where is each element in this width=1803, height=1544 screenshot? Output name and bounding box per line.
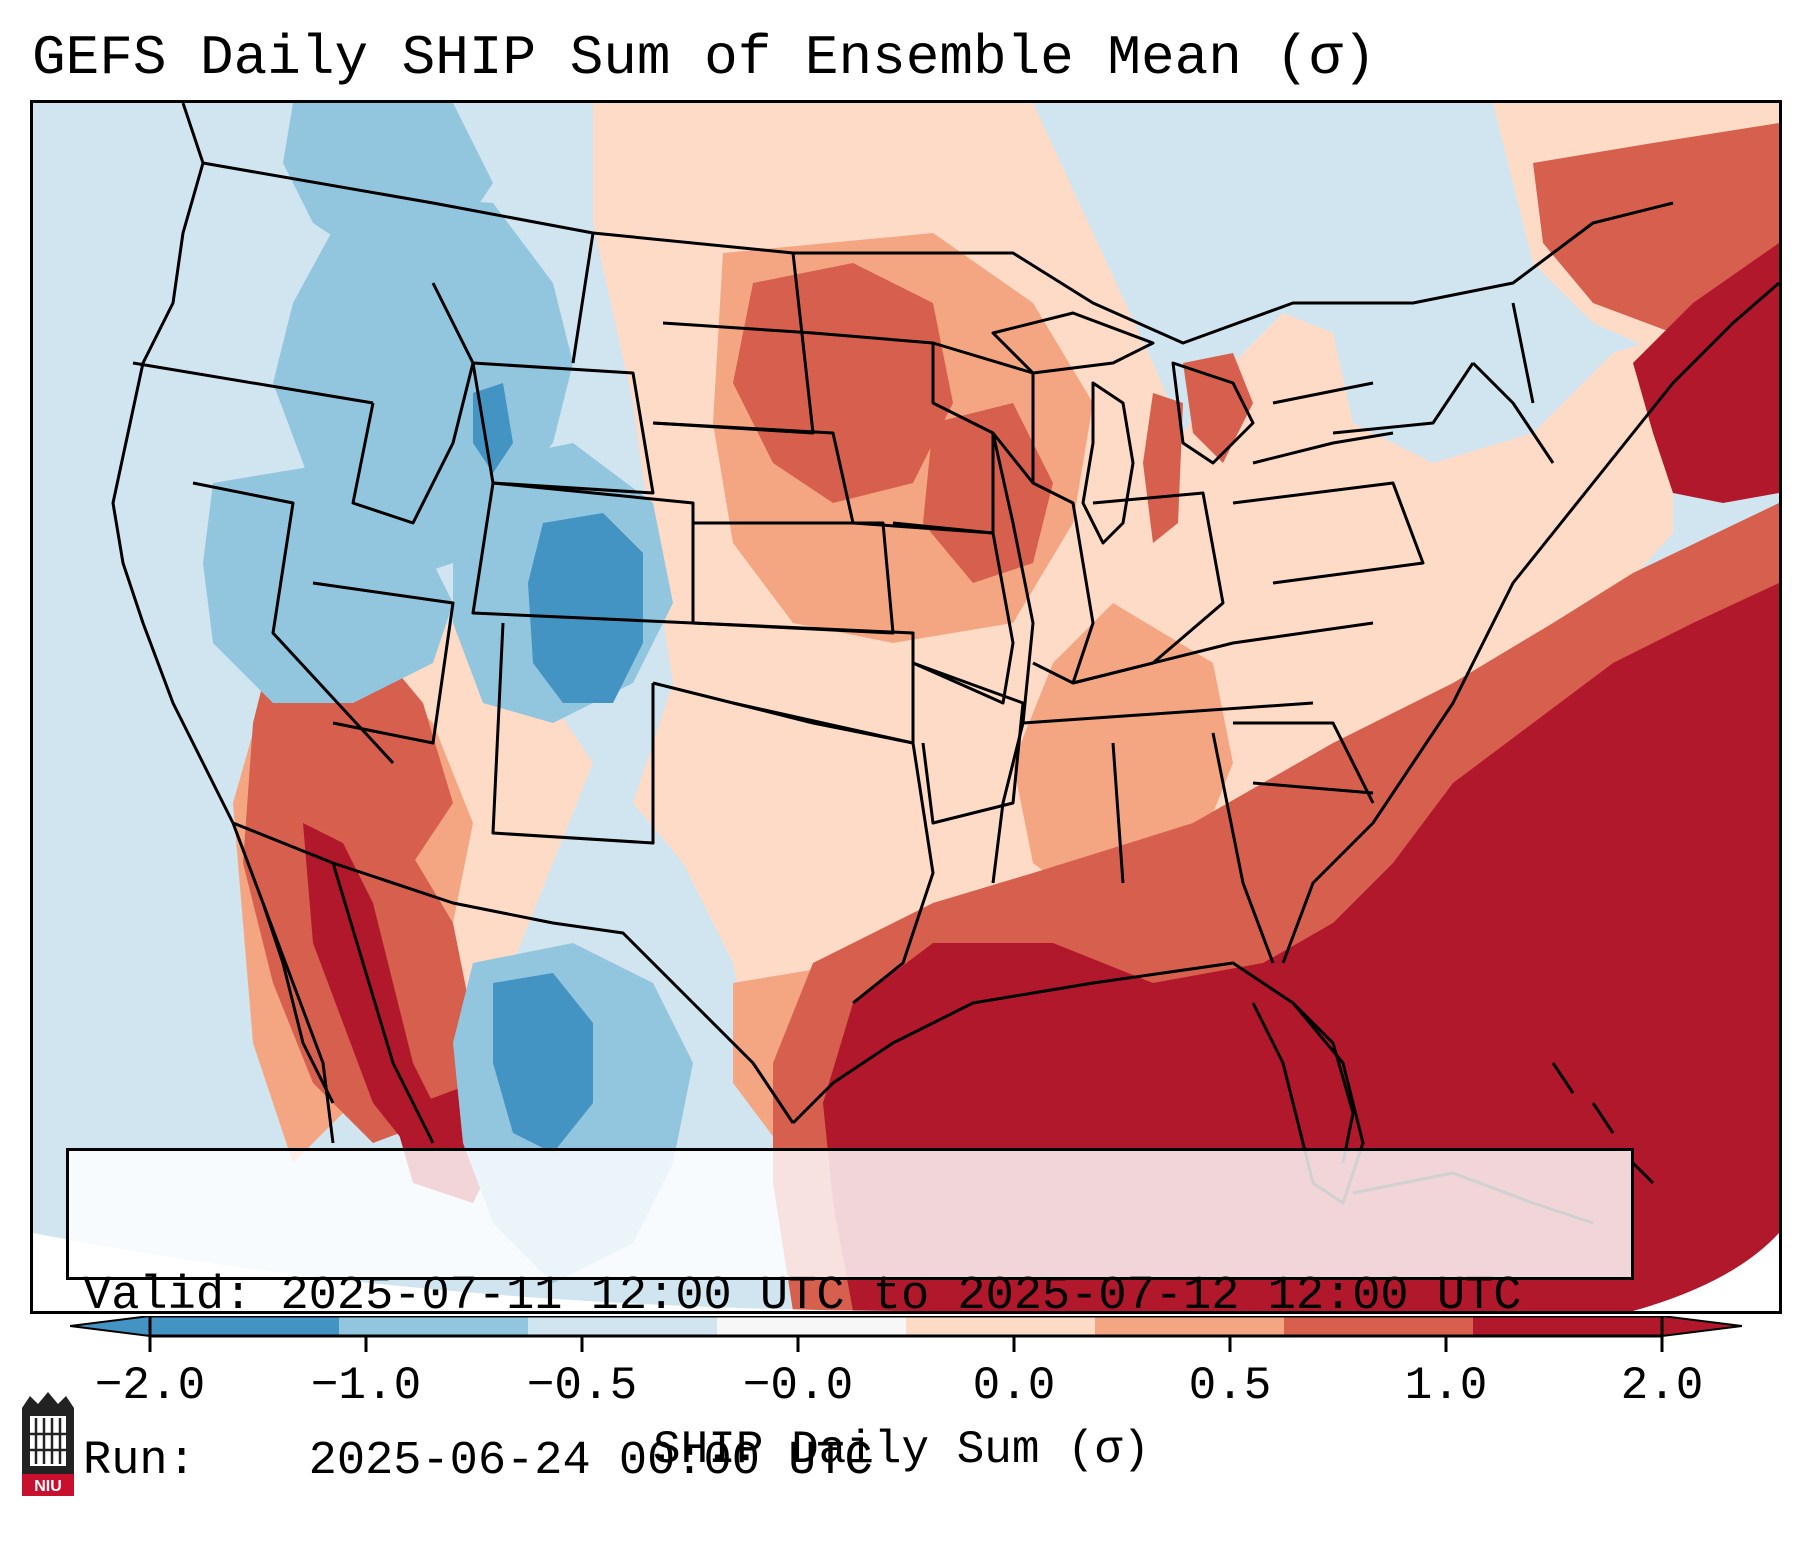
tennessee [1022, 701, 1314, 725]
map-canvas [33, 103, 1779, 1311]
field-extreme-positive-gulf-of-california [303, 823, 443, 1153]
colorbar-segment [1284, 1316, 1474, 1336]
mexico-border [232, 821, 795, 1124]
idaho-east [351, 282, 475, 525]
colorbar-segment [1473, 1316, 1663, 1336]
field-strong-positive-lake-michigan-west [1143, 393, 1183, 543]
projection-edge-east [1633, 1233, 1779, 1311]
colorbar-segments [150, 1316, 1663, 1336]
colorbar-tick-label: −1.0 [310, 1360, 422, 1412]
valid-line: Valid: 2025-07-11 12:00 UTC to 2025-07-1… [83, 1269, 1617, 1324]
colorbar [70, 1316, 1742, 1352]
nevada-west [192, 481, 395, 765]
lake-erie-ontario [1252, 381, 1394, 465]
illinois-indiana [1032, 481, 1095, 685]
colorbar-tick-label: −2.0 [94, 1360, 206, 1412]
colorbar-extend-left [70, 1316, 151, 1338]
colorbar-segment [150, 1316, 340, 1336]
map-panel [30, 100, 1782, 1314]
colorbar-segment [906, 1316, 1096, 1336]
field-strong-positive-lake-michigan [1183, 353, 1253, 463]
canada-border [202, 161, 1674, 345]
montana-dakota [571, 232, 595, 364]
colorbar-segment [717, 1316, 907, 1336]
field-strong-negative-yellowstone [473, 383, 513, 473]
projection-edge [33, 1233, 933, 1311]
field-strong-positive-dakotas [733, 263, 953, 503]
colorbar-extend-right [1661, 1316, 1742, 1338]
run-value: 2025-06-24 00:00 UTC [308, 1435, 873, 1488]
alabama-georgia [1111, 732, 1275, 964]
wyoming [471, 361, 655, 495]
colorbar-ticks [148, 1336, 1664, 1352]
colorbar-segment [339, 1316, 529, 1336]
field-extreme-positive-atlantic-north [1633, 243, 1779, 503]
new-mexico-texas [491, 622, 655, 845]
colorbar-segment [528, 1316, 718, 1336]
pennsylvania-ny [1232, 362, 1475, 585]
field-strong-negative-mexico [493, 973, 593, 1153]
field-negative-great-basin [203, 463, 453, 703]
utah-outline [312, 581, 455, 745]
colorbar-segment [1095, 1316, 1285, 1336]
texas [652, 681, 935, 1005]
colorbar-tick-label: −0.5 [526, 1360, 638, 1412]
lake-michigan [1081, 381, 1135, 545]
niu-logo: NIU [22, 1392, 74, 1496]
carolinas [1233, 721, 1375, 804]
colorbar-tick-label: 0.0 [972, 1360, 1056, 1412]
east-coast [1281, 281, 1779, 964]
oregon-washington [132, 361, 374, 405]
field-extreme-positive-gulf-atlantic [823, 583, 1779, 1311]
run-label: Run: [83, 1435, 196, 1488]
colorbar-tick-label: −0.0 [742, 1360, 854, 1412]
valid-value: 2025-07-11 12:00 UTC to 2025-07-12 12:00… [280, 1270, 1522, 1323]
colorbar-frame [148, 1316, 1664, 1338]
mississippi-river [991, 432, 1035, 884]
colorbar-tick-label: 0.5 [1188, 1360, 1272, 1412]
florida [1291, 1001, 1355, 1164]
bahamas [1551, 1062, 1655, 1185]
nd-sd [662, 321, 814, 335]
run-line: Run: 2025-06-24 00:00 UTC [83, 1434, 1617, 1489]
colorbar-label: SHIP Daily Sum (σ) [653, 1424, 1150, 1476]
valid-label: Valid: [83, 1270, 253, 1323]
field-strong-positive-northeast [1533, 123, 1779, 333]
valid-run-info-box: Valid: 2025-07-11 12:00 UTC to 2025-07-1… [66, 1148, 1634, 1488]
svg-text:NIU: NIU [34, 1478, 62, 1495]
lake-superior [991, 311, 1155, 375]
field-strong-positive-iowa [923, 403, 1053, 583]
arkansas-louisiana [912, 661, 1025, 825]
lake-huron [1171, 361, 1255, 465]
map-title: GEFS Daily SHIP Sum of Ensemble Mean (σ) [32, 26, 1377, 90]
colorbar-tick-label: 1.0 [1404, 1360, 1488, 1412]
missouri [892, 521, 1015, 705]
kentucky-virginia [1072, 621, 1374, 685]
colorbar-tick-label: 2.0 [1620, 1360, 1704, 1412]
baja-coast [261, 862, 435, 1144]
new-england [1471, 302, 1555, 464]
wisconsin [932, 341, 1035, 485]
field-strong-negative-colorado [528, 513, 643, 703]
